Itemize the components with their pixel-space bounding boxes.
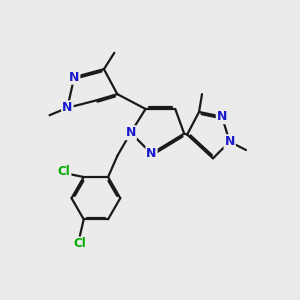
Text: N: N [125,126,136,139]
Text: N: N [69,71,80,84]
Text: N: N [62,101,73,114]
Text: N: N [146,147,157,160]
Text: Cl: Cl [58,165,70,178]
Text: N: N [217,110,227,123]
Text: N: N [224,135,235,148]
Text: Cl: Cl [73,237,85,250]
